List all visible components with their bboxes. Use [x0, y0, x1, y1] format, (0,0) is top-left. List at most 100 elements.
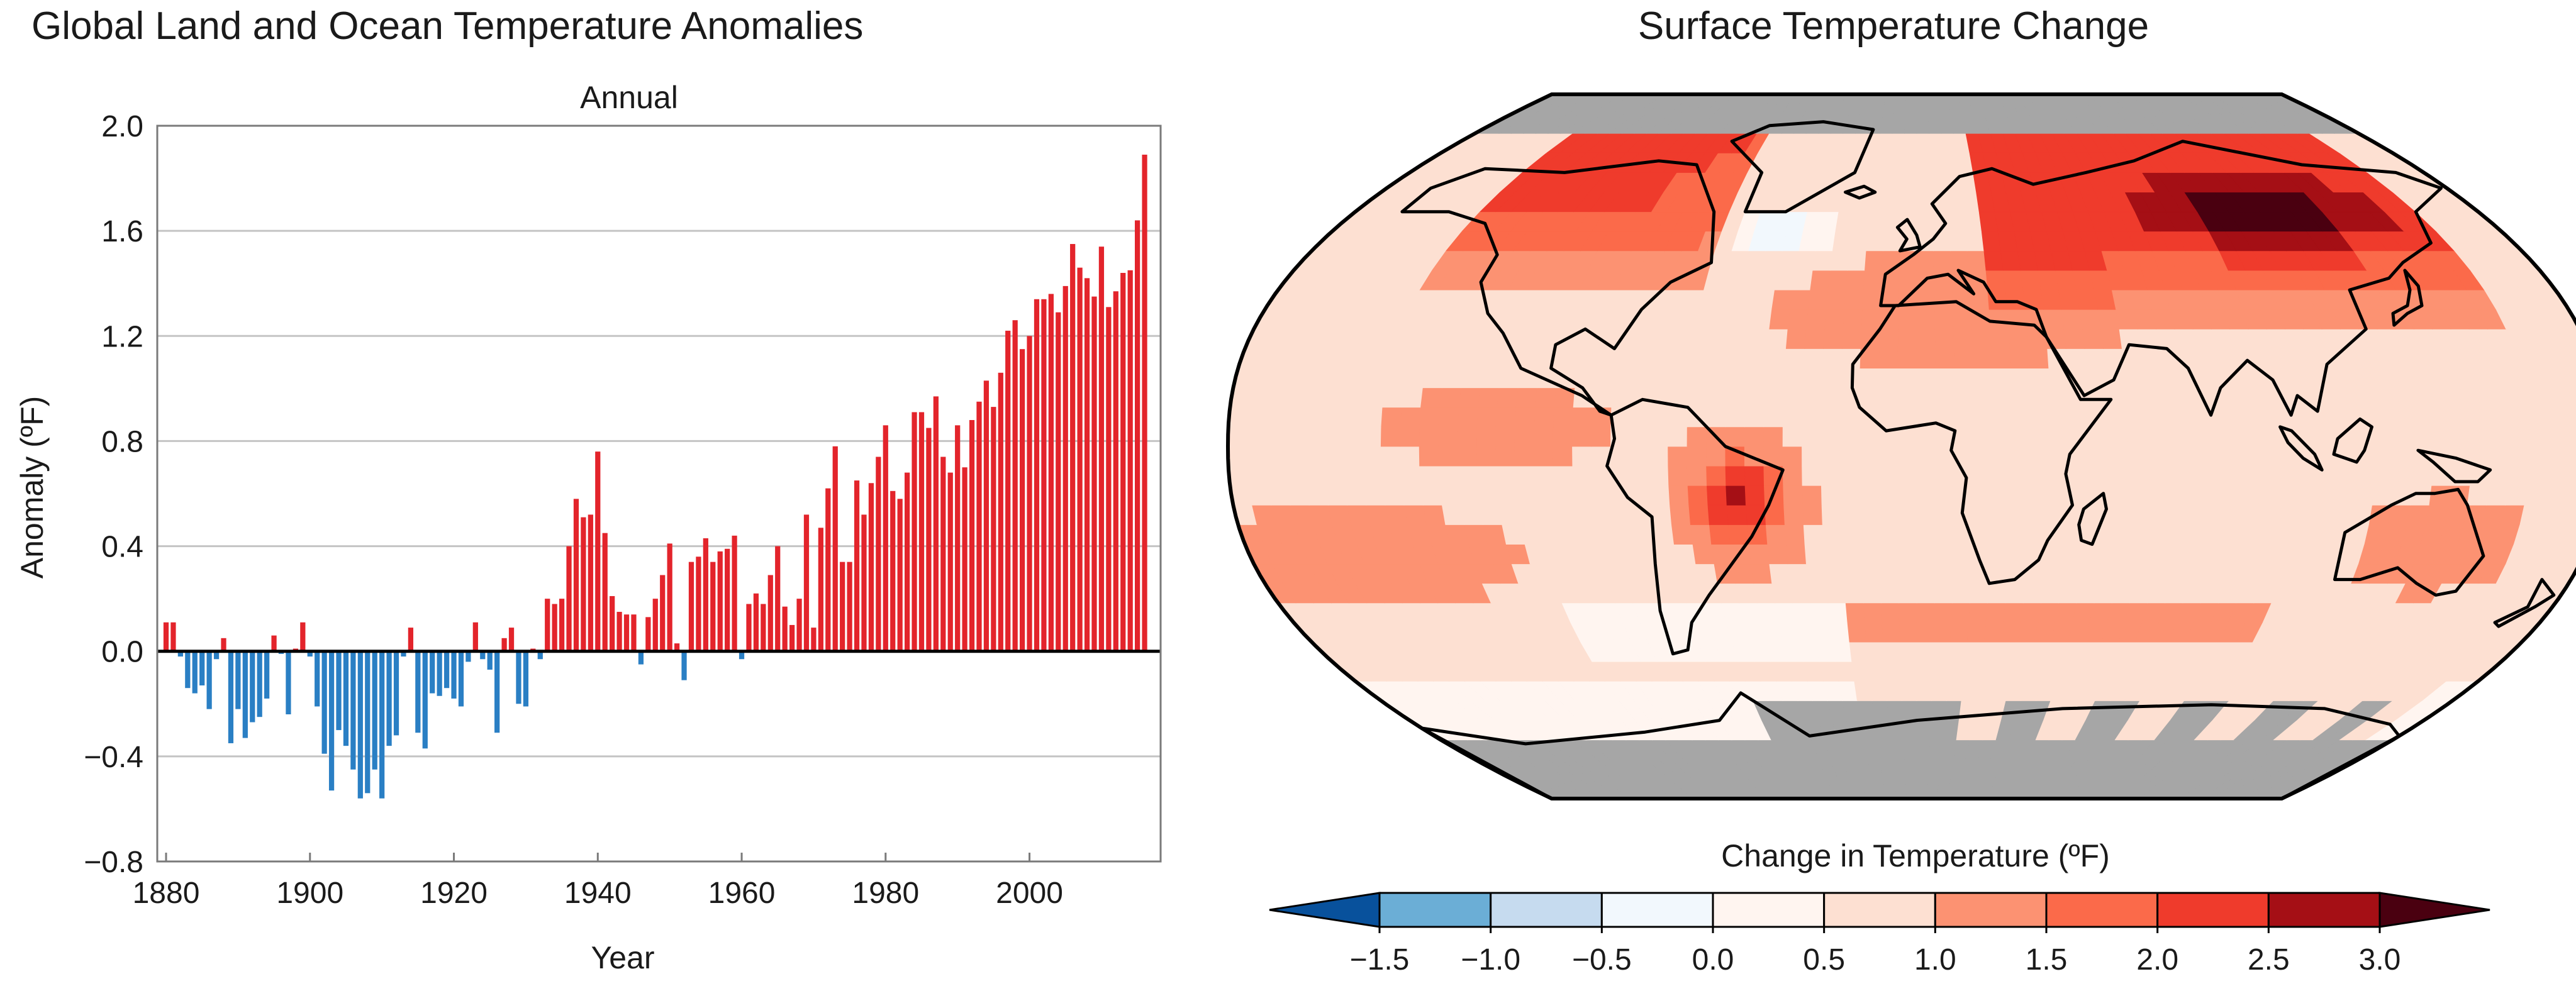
map-cell — [1840, 485, 1860, 506]
map-cell — [2486, 387, 2509, 408]
map-cell — [2097, 563, 2120, 584]
map-cell — [1878, 524, 1899, 545]
map-cell — [1534, 465, 1555, 486]
map-cell — [1931, 680, 1949, 701]
map-cell — [1949, 641, 1968, 662]
map-cell — [1342, 407, 1364, 428]
map-cell — [1899, 622, 1917, 643]
map-cell — [1763, 407, 1784, 428]
map-cell — [1400, 465, 1421, 486]
map-cell — [1953, 328, 1973, 349]
map-cell — [1726, 485, 1746, 506]
map-cell — [1725, 407, 1746, 428]
map-cell — [1380, 446, 1401, 467]
y-tick-label: 0.8 — [101, 425, 143, 458]
map-cell — [1497, 485, 1519, 506]
map-cell — [1991, 348, 2012, 368]
x-tick-label: 1920 — [420, 877, 488, 910]
bar-1960 — [739, 651, 745, 660]
bar-1953 — [688, 562, 694, 651]
colorbar-segment — [1712, 892, 1826, 928]
map-cell — [1438, 446, 1458, 467]
map-cell — [1972, 524, 1993, 545]
map-cell — [1344, 387, 1367, 408]
map-cell — [2183, 465, 2204, 486]
bar-1989 — [947, 472, 953, 651]
map-cell — [1403, 368, 1427, 389]
map-cell — [1783, 387, 1804, 408]
map-cell — [1916, 602, 1935, 623]
colorbar-tick-labels: −1.5 −1.0 −0.5 0.0 0.5 1.0 1.5 2.0 2.5 3.0 — [1350, 927, 2400, 977]
map-cell — [2489, 407, 2510, 428]
bar-1941 — [602, 533, 608, 651]
map-cell — [1863, 270, 1883, 291]
map-cell — [2088, 446, 2109, 467]
map-cell — [1285, 426, 1305, 447]
map-cell — [1862, 289, 1882, 310]
bar-2000 — [1027, 336, 1032, 651]
bar-1994 — [983, 380, 990, 651]
bar-1965 — [775, 546, 781, 651]
map-cell — [2317, 426, 2338, 447]
bar-1895 — [271, 635, 277, 651]
map-cell — [2524, 485, 2547, 506]
bar-1887 — [213, 651, 220, 660]
map-cell — [1878, 348, 1899, 368]
colorbar-segment — [1823, 892, 1936, 928]
map-cell — [2260, 465, 2280, 486]
map-cell — [1900, 192, 1917, 213]
bar-1991 — [962, 467, 967, 651]
map-cell — [1897, 368, 1917, 389]
map-cell — [2156, 328, 2178, 349]
map-cell — [2241, 426, 2261, 447]
bar-1974 — [840, 562, 845, 651]
map-cell — [2277, 485, 2299, 506]
map-cell — [1385, 368, 1408, 389]
map-cell — [1899, 270, 1917, 291]
x-tick-label: 1940 — [564, 877, 632, 910]
map-cell — [1725, 426, 1745, 447]
bar-1889 — [228, 651, 234, 743]
map-cell — [1851, 211, 1871, 232]
map-cell — [1916, 289, 1936, 310]
map-cell — [2391, 387, 2413, 408]
map-cell — [1835, 211, 1855, 232]
bar-2009 — [1091, 296, 1097, 651]
bar-2012 — [1113, 291, 1118, 651]
bar-1933 — [545, 599, 550, 651]
map-cell — [1878, 387, 1899, 408]
map-cell — [1476, 407, 1498, 428]
map-cell — [1495, 465, 1517, 486]
map-cell — [1653, 348, 1675, 368]
map-cell — [1553, 446, 1573, 467]
map-cell — [1706, 387, 1727, 408]
map-cell — [1865, 622, 1883, 643]
map-cell — [2107, 426, 2127, 447]
map-cell — [2260, 407, 2280, 428]
map-cell — [1792, 270, 1814, 291]
map-cell — [2278, 465, 2300, 486]
colorbar-tick-label: 1.5 — [2026, 943, 2068, 977]
map-cell — [1916, 485, 1936, 506]
map-cell — [1897, 446, 1917, 467]
colorbar-segment — [1934, 892, 2048, 928]
map-cell — [1966, 250, 1987, 271]
map-cell — [1765, 368, 1785, 389]
bar-2003 — [1048, 294, 1054, 651]
map-cell — [2331, 368, 2354, 389]
map-cell — [1765, 348, 1787, 368]
bar-1904 — [336, 651, 342, 731]
map-cell — [2137, 544, 2160, 565]
bar-2014 — [1127, 270, 1133, 651]
map-cell — [1577, 348, 1600, 368]
map-cell — [2140, 524, 2163, 545]
map-cell — [1821, 368, 1842, 389]
map-cell — [1688, 368, 1710, 389]
map-cell — [1419, 465, 1441, 486]
map-cell — [2490, 446, 2511, 467]
map-cell — [1878, 446, 1899, 467]
bar-1922 — [466, 651, 471, 662]
map-cell — [1612, 368, 1634, 389]
map-cell — [2296, 485, 2318, 506]
map-cell — [2258, 485, 2280, 506]
